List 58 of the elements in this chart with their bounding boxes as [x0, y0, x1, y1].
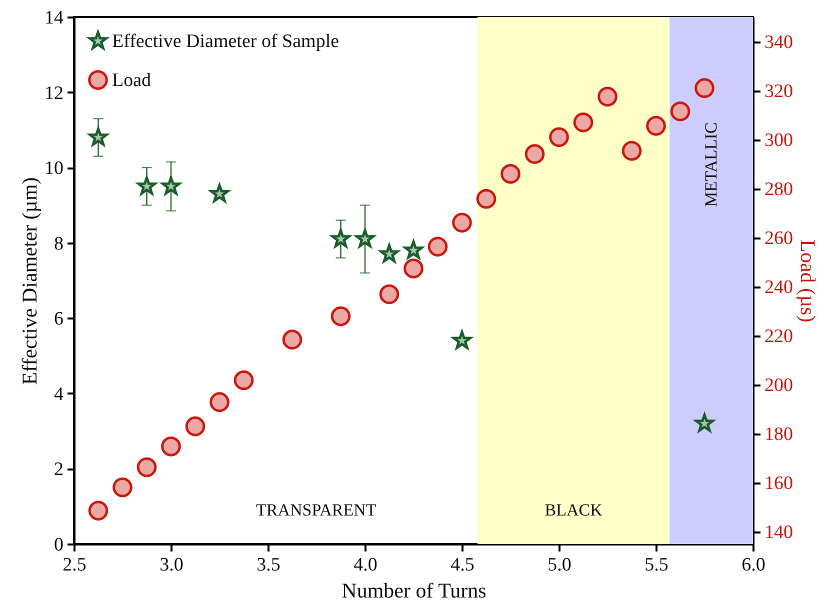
band-label: BLACK: [544, 500, 604, 520]
point: [112, 477, 132, 498]
point: [234, 370, 254, 390]
point: [694, 78, 714, 98]
point: [404, 258, 424, 278]
x-tick-label: 6.0: [742, 554, 766, 576]
y2-tick-label: 240: [764, 277, 793, 298]
y-tick-label: 14: [44, 8, 64, 28]
point: [282, 330, 302, 350]
point: [598, 86, 618, 107]
y2-tick-label: 160: [764, 473, 793, 494]
y2-axis-title: Load (µs): [796, 240, 820, 322]
point: [476, 188, 496, 209]
x-tick-label: 2.5: [62, 554, 86, 576]
y-tick-label: 4: [54, 384, 64, 405]
x-tick-label: 4.0: [354, 554, 378, 576]
y-tick-label: 2: [54, 459, 64, 480]
y2-tick-label: 340: [764, 32, 793, 54]
point: [379, 284, 400, 304]
point: [452, 212, 472, 233]
y2-tick-label: 140: [764, 522, 793, 544]
y-axis-title: Effective Diameter (µm): [18, 177, 42, 385]
point: [646, 116, 666, 136]
y-tick-label: 8: [54, 233, 64, 254]
y2-tick-label: 180: [764, 424, 793, 446]
x-tick-label: 3.0: [160, 554, 184, 576]
y2-tick-label: 320: [764, 81, 793, 102]
point: [670, 101, 690, 122]
point: [524, 144, 545, 164]
point: [210, 392, 230, 412]
point: [136, 457, 157, 478]
x-tick-label: 5.0: [548, 554, 572, 576]
x-axis-title: Number of Turns: [342, 578, 486, 602]
band-label: METALLIC: [701, 122, 720, 207]
x-tick-label: 4.5: [450, 554, 474, 576]
y-tick-label: 6: [54, 308, 64, 330]
point: [330, 306, 351, 326]
y2-tick-label: 200: [764, 375, 793, 396]
y-tick-label: 10: [44, 158, 64, 180]
point: [622, 140, 642, 161]
y2-tick-label: 280: [764, 179, 793, 200]
legend-label: Effective Diameter of Sample: [112, 31, 340, 52]
point: [88, 500, 108, 521]
x-tick-label: 5.5: [644, 554, 668, 576]
point: [185, 416, 206, 436]
y-tick-label: 0: [54, 534, 64, 556]
legend-label: Load: [112, 70, 152, 91]
annotation: TRANSPARENT: [256, 500, 377, 520]
point: [500, 164, 520, 184]
y2-tick-label: 220: [764, 326, 793, 348]
point: [161, 436, 181, 456]
x-tick-label: 3.5: [256, 554, 280, 576]
y2-tick-label: 260: [764, 228, 793, 250]
point: [573, 112, 594, 132]
point: [549, 127, 569, 147]
point: [428, 236, 448, 257]
y2-tick-label: 300: [764, 130, 793, 152]
y-tick-label: 12: [44, 82, 64, 104]
